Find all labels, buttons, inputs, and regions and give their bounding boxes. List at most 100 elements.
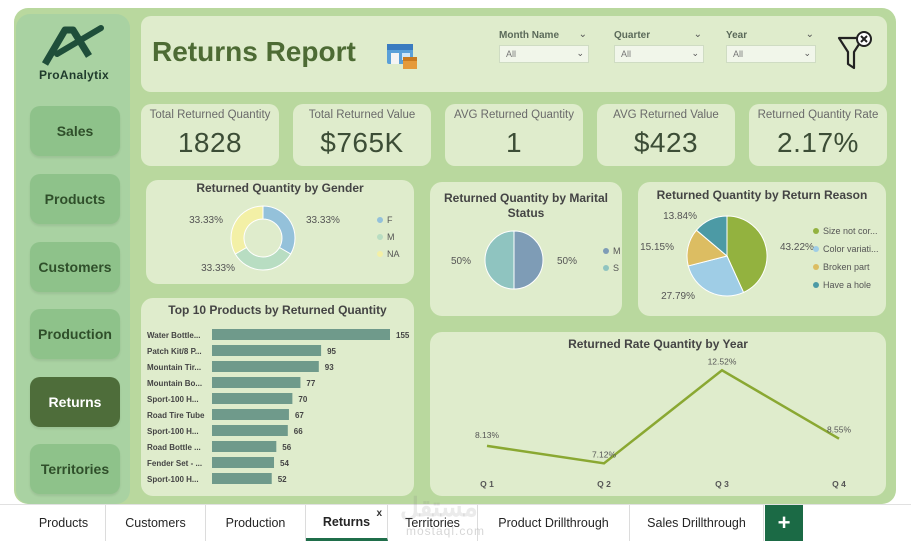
tab-territories[interactable]: Territories	[388, 505, 478, 541]
tab-product-drillthrough[interactable]: Product Drillthrough	[478, 505, 630, 541]
logo-mark-icon	[41, 25, 104, 66]
tab-production[interactable]: Production	[206, 505, 306, 541]
tab-products[interactable]: Products	[22, 505, 106, 541]
bar	[212, 361, 319, 372]
category-label: Sport-100 H...	[147, 427, 199, 436]
bar-value-label: 95	[327, 347, 336, 356]
chevron-down-icon[interactable]: ⌄	[578, 29, 587, 40]
category-label: Road Tire Tube	[147, 411, 205, 420]
watermark-text: مستقل	[400, 492, 478, 522]
nav-customers-button[interactable]: Customers	[30, 242, 120, 292]
data-label: 43.22%	[780, 242, 814, 253]
chevron-down-icon: ⌄	[803, 48, 811, 58]
clear-filter-icon[interactable]	[836, 30, 874, 79]
data-label: 33.33%	[306, 215, 340, 226]
tick-label: Q 4	[832, 479, 846, 489]
bar-value-label: 67	[295, 411, 304, 420]
category-label: Sport-100 H...	[147, 475, 199, 484]
tab-sales-drillthrough[interactable]: Sales Drillthrough	[630, 505, 764, 541]
kpi-value: $423	[633, 127, 699, 158]
bar	[212, 345, 322, 356]
data-label: 50%	[557, 256, 577, 267]
pie-slice	[513, 230, 544, 290]
returned-rate-chart-title: Returned Rate Quantity by Year	[568, 337, 748, 351]
bar-value-label: 77	[306, 379, 315, 388]
slicer-month[interactable]: Month Name ⌄ All ⌄	[499, 29, 589, 63]
category-label: Patch Kit/8 P...	[147, 347, 202, 356]
bar	[212, 425, 288, 436]
slicer-quarter-value: All	[621, 49, 632, 59]
bar-value-label: 66	[294, 427, 303, 436]
kpi-label: Total Returned Value	[308, 109, 416, 121]
bar	[212, 457, 275, 468]
nav-products-button[interactable]: Products	[30, 174, 120, 224]
bar	[212, 329, 390, 340]
legend-label: Size not cor...	[823, 226, 878, 236]
gender-chart-title: Returned Quantity by Gender	[196, 181, 364, 195]
logo: ProAnalytix	[24, 20, 124, 90]
legend-label: Color variati...	[823, 244, 879, 254]
bar	[212, 409, 289, 420]
reason-chart: 43.22% 27.79% 15.15% 13.84% Size not cor... C…	[640, 211, 879, 302]
nav-returns-button[interactable]: Returns	[30, 377, 120, 427]
chevron-down-icon[interactable]: ⌄	[693, 29, 702, 40]
tab-customers[interactable]: Customers	[106, 505, 206, 541]
legend-marker	[813, 282, 819, 288]
gender-chart-panel: Returned Quantity by Gender 33.33% 33.33%…	[146, 180, 414, 284]
add-page-button[interactable]: +	[765, 505, 803, 541]
pie-slice	[262, 205, 296, 255]
legend-label: Broken part	[823, 262, 870, 272]
bar	[212, 393, 293, 404]
reason-chart-panel: Returned Quantity by Return Reason 43.22…	[638, 182, 886, 316]
data-label: 50%	[451, 256, 471, 267]
pie-slice	[484, 230, 515, 290]
data-label: 33.33%	[201, 263, 235, 274]
tab-label: Production	[225, 516, 286, 530]
bar	[212, 377, 301, 388]
close-icon[interactable]: x	[376, 508, 382, 519]
chevron-down-icon: ⌄	[576, 48, 584, 58]
legend-marker	[377, 251, 383, 257]
tab-label: Customers	[125, 516, 186, 530]
pie-slice	[234, 246, 292, 271]
slicer-quarter[interactable]: Quarter ⌄ All ⌄	[614, 29, 704, 63]
legend-label: M	[613, 246, 621, 256]
legend-marker	[813, 228, 819, 234]
tab-returns[interactable]: Returns x	[306, 505, 388, 541]
tab-label: Territories	[405, 516, 460, 530]
reason-chart-title: Returned Quantity by Return Reason	[656, 188, 868, 202]
data-label: 27.79%	[661, 291, 695, 302]
slicer-year-dropdown[interactable]: All ⌄	[726, 45, 816, 63]
data-label: 15.15%	[640, 242, 674, 253]
page-title: Returns Report	[152, 36, 356, 67]
tab-label: Sales Drillthrough	[647, 516, 746, 530]
gender-chart: 33.33% 33.33% 33.33% FM NA	[189, 205, 400, 274]
data-label: 7.12%	[592, 449, 617, 459]
nav-sales-button[interactable]: Sales	[30, 106, 120, 156]
legend-label: F	[387, 215, 393, 225]
nav-production-button[interactable]: Production	[30, 309, 120, 359]
marital-chart-panel: Returned Quantity by Marital Status 50% 5…	[430, 182, 622, 316]
legend-marker	[603, 265, 609, 271]
kpi-total-returned-quantity: Total Returned Quantity 1828	[141, 104, 279, 166]
chevron-down-icon[interactable]: ⌄	[805, 29, 814, 40]
category-label: Mountain Bo...	[147, 379, 202, 388]
kpi-total-returned-value: Total Returned Value $765K	[293, 104, 431, 166]
slicer-month-value: All	[506, 49, 517, 59]
slicer-quarter-dropdown[interactable]: All ⌄	[614, 45, 704, 63]
slicer-year[interactable]: Year ⌄ All ⌄	[726, 29, 816, 63]
slicer-year-label: Year	[726, 30, 748, 41]
store-return-icon	[385, 40, 423, 77]
bar	[212, 441, 277, 452]
category-label: Sport-100 H...	[147, 395, 199, 404]
legend-label: Have a hole	[823, 280, 871, 290]
kpi-label: AVG Returned Value	[613, 109, 719, 121]
tick-label: Q 1	[480, 479, 494, 489]
page-tab-bar: Products Customers Production Returns x …	[0, 504, 911, 541]
nav-territories-button[interactable]: Territories	[30, 444, 120, 494]
watermark-subtext: mostaql.com	[406, 524, 486, 538]
returned-rate-chart-panel: Returned Rate Quantity by Year 8.13% 7.12…	[430, 332, 886, 496]
legend-label: S	[613, 263, 619, 273]
tab-label: Returns	[322, 514, 371, 529]
slicer-month-dropdown[interactable]: All ⌄	[499, 45, 589, 63]
